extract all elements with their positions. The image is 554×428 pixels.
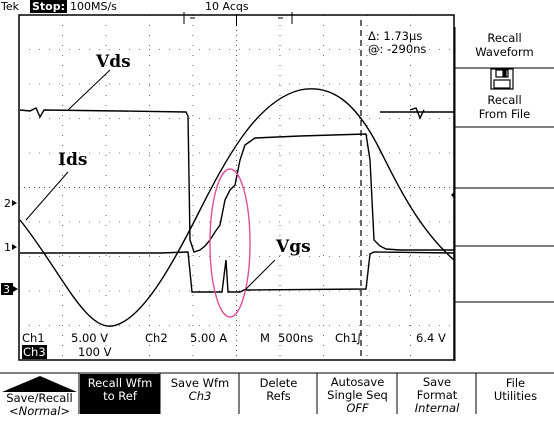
cursor-delta: Δ: 1.73µs [368, 29, 423, 43]
graticule-frame [18, 14, 455, 361]
cursor-position: @: -290ns [368, 42, 427, 56]
vds-label: Vds [96, 52, 131, 72]
trigger-level-marker [451, 191, 455, 199]
run-state-badge: Stop: [30, 0, 68, 13]
ch2-scale: 5.00 A [190, 331, 228, 345]
recall-waveform-button[interactable]: Recall Waveform [475, 31, 534, 59]
trigger-source: Ch1 [335, 331, 358, 345]
cursor-readout: Δ: 1.73µs @: -290ns [368, 30, 426, 56]
trigger-level: 6.4 V [416, 331, 446, 345]
vgs-trace [20, 251, 455, 293]
bottom-menu-separators [78, 373, 477, 414]
sample-rate: 100MS/s [70, 0, 117, 13]
save-recall-menu-button[interactable]: Save/Recall <Normal> [6, 391, 73, 418]
ch3-marker: 3 [3, 283, 10, 296]
vds-dip [409, 107, 425, 120]
timebase-label: M [260, 331, 270, 345]
vgs-label: Vgs [276, 237, 311, 257]
ch3-label: Ch3 [22, 345, 47, 359]
ch1-marker: 1 [4, 241, 11, 254]
save-format-button[interactable]: Save Format Internal [414, 375, 460, 415]
ids-pointer [25, 171, 69, 221]
bottom-menu: Save/Recall <Normal> Recall Wfm to Ref S… [0, 374, 554, 418]
ch2-label: Ch2 [145, 331, 168, 345]
active-menu-arrow [2, 376, 77, 392]
ch1-scale: 5.00 V [71, 331, 109, 345]
floppy-icon [490, 68, 514, 90]
ch1-label: Ch1 [22, 331, 45, 345]
recall-from-file-button[interactable]: Recall From File [478, 93, 531, 121]
delete-refs-button[interactable]: Delete Refs [259, 376, 298, 403]
save-wfm-button[interactable]: Save Wfm Ch3 [170, 376, 230, 403]
acquisition-count: 10 Acqs [205, 0, 249, 13]
side-menu: Recall Waveform Recall From File [455, 27, 554, 360]
vds-pointer [67, 69, 111, 111]
channel-markers: 2 1 3 [1, 197, 18, 296]
ch2-marker: 2 [4, 197, 11, 210]
brand-label: Tek [1, 0, 19, 13]
highlight-ellipse [209, 168, 251, 318]
scope-screen: 2 1 3 [0, 12, 554, 414]
recall-wfm-to-ref-button[interactable]: Recall Wfm to Ref [80, 374, 160, 414]
trigger-slope-icon: ∫ [356, 331, 362, 345]
header-bar: Tek Stop: 100MS/s 10 Acqs [0, 0, 554, 16]
ids-label: Ids [58, 150, 88, 170]
autosave-single-seq-button[interactable]: Autosave Single Seq OFF [327, 375, 388, 415]
vds-trace [19, 107, 454, 253]
side-menu-separators [455, 67, 554, 303]
vgs-pointer [244, 259, 276, 291]
ch3-scale: 100 V [78, 345, 112, 359]
trigger-position-bracket [183, 12, 293, 26]
timebase-value: 500ns [278, 331, 314, 345]
ids-trace [19, 88, 455, 327]
file-utilities-button[interactable]: File Utilities [493, 376, 538, 403]
